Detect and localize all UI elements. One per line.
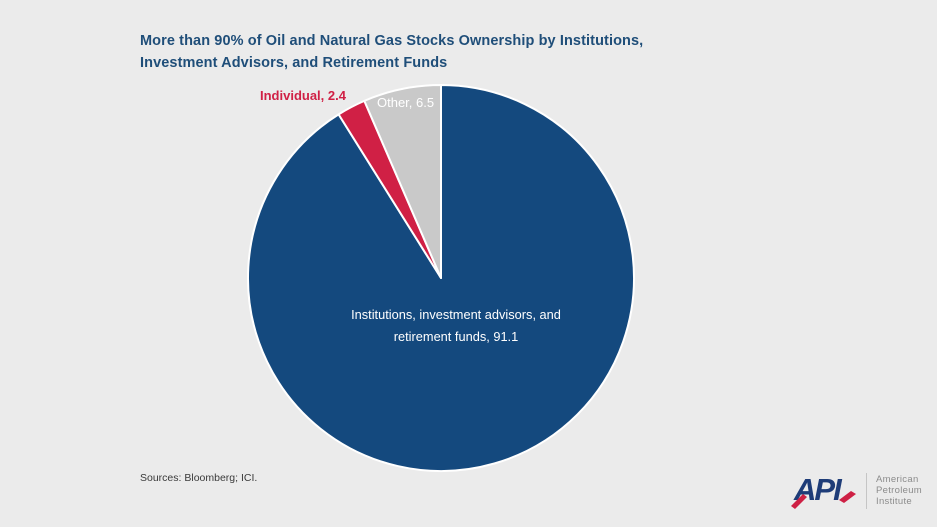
pie-svg <box>247 84 635 472</box>
api-logo-red-swoosh-right-icon <box>839 491 856 503</box>
pie-label-individual: Individual, 2.4 <box>260 88 346 103</box>
logo-org-line-2: Petroleum <box>876 484 922 496</box>
pie-chart: Institutions, investment advisors, and r… <box>246 83 636 473</box>
pie-slice-other <box>363 84 442 279</box>
logo-org-name: American Petroleum Institute <box>876 474 922 507</box>
logo-org-line-1: American <box>876 473 919 485</box>
api-logo-mark: API <box>791 472 856 509</box>
logo-org-line-3: Institute <box>876 495 912 507</box>
source-note: Sources: Bloomberg; ICI. <box>140 472 258 484</box>
api-logo-red-swoosh-left-icon <box>791 494 807 509</box>
pie-label-other: Other, 6.5 <box>377 95 435 110</box>
api-logo: API American Petroleum Institute <box>789 468 922 512</box>
chart-title: More than 90% of Oil and Natural Gas Sto… <box>140 30 643 74</box>
logo-divider <box>866 473 867 509</box>
pie-label-institutions: Institutions, investment advisors, and r… <box>351 307 561 344</box>
chart-title-line-1: More than 90% of Oil and Natural Gas Sto… <box>140 33 644 49</box>
chart-title-line-2: Investment Advisors, and Retirement Fund… <box>140 55 448 71</box>
